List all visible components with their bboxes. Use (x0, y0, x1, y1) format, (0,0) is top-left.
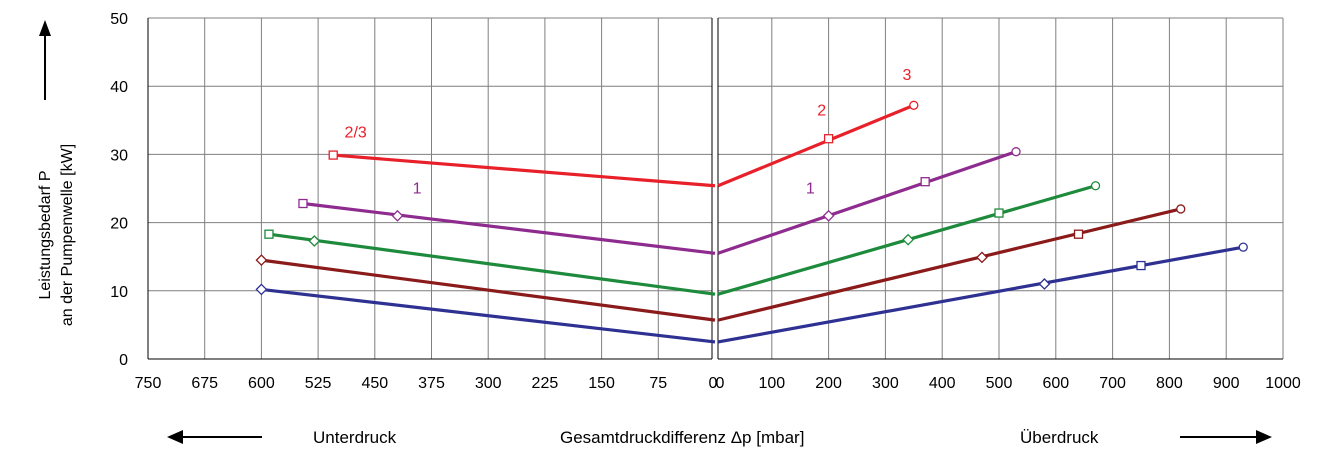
x-tick-label-right: 500 (986, 375, 1013, 392)
series-4-right-square-marker (920, 177, 930, 187)
x-tick-label-left: 750 (135, 375, 162, 392)
x-tick-label-right: 600 (1042, 375, 1069, 392)
series-lines (261, 103, 1244, 344)
y-axis-arrow-head (39, 20, 51, 36)
series-markers (255, 100, 1248, 296)
x-tick-label-left: 300 (475, 375, 502, 392)
series-2-right-diamond-marker (976, 251, 988, 264)
x-tick-label-right-zero: 0 (716, 375, 725, 392)
series-4-right-diamond-marker (822, 209, 835, 222)
annotation-label: 2/3 (345, 124, 367, 141)
left-arrow-head (167, 430, 183, 444)
series-4-right-circle-marker (1011, 147, 1021, 157)
x-tick-label-left: 225 (532, 375, 559, 392)
y-tick-label: 0 (119, 352, 128, 369)
annotation-label: 2 (817, 103, 826, 120)
series-5-left-line (333, 153, 716, 188)
series-5-right-line (717, 103, 915, 188)
series-4-right-line (717, 150, 1017, 255)
series-3-right-square-marker (994, 208, 1004, 218)
series-1-right-line (717, 245, 1244, 344)
x-tick-label-left: 675 (191, 375, 218, 392)
y-axis-label-line2: an der Pumpenwelle [kW] (59, 144, 76, 326)
x-tick-label-right: 700 (1099, 375, 1126, 392)
x-tick-label-right: 300 (872, 375, 899, 392)
series-4-left-diamond-marker (391, 209, 404, 222)
right-caption: Überdruck (1020, 428, 1099, 447)
grid (147, 17, 1284, 360)
y-tick-label: 10 (110, 284, 128, 301)
y-tick-label: 30 (110, 147, 128, 164)
series-5-right-circle-marker (909, 100, 919, 110)
x-tick-label-left: 0 (709, 375, 718, 392)
annotation-label: 1 (806, 180, 815, 197)
annotations: 2/3 1 3 2 1 (345, 67, 912, 197)
x-tick-label-right: 400 (929, 375, 956, 392)
series-1-left-line (261, 287, 716, 344)
y-tick-label: 20 (110, 216, 128, 233)
series-2-right-circle-marker (1176, 204, 1186, 214)
series-1-right-square-marker (1136, 260, 1146, 271)
series-3-left-diamond-marker (308, 235, 321, 247)
series-2-left-line (261, 258, 716, 322)
x-tick-label-left: 525 (305, 375, 332, 392)
x-tick-label-left: 600 (248, 375, 275, 392)
series-1-right-diamond-marker (1038, 278, 1051, 290)
x-tick-label-right: 800 (1156, 375, 1183, 392)
series-3-left-square-marker (264, 229, 274, 239)
left-caption: Unterdruck (313, 428, 397, 447)
x-tick-label-left: 450 (361, 375, 388, 392)
x-tick-label-left: 75 (649, 375, 667, 392)
annotation-label: 3 (902, 67, 911, 84)
series-2-left-diamond-marker (255, 254, 268, 267)
series-4-left-line (302, 201, 716, 255)
series-2-right-square-marker (1073, 229, 1084, 239)
y-tick-label: 50 (110, 11, 128, 28)
series-2-right-line (717, 207, 1182, 322)
y-tick-label: 40 (110, 79, 128, 96)
series-3-right-circle-marker (1090, 181, 1101, 191)
x-tick-label-right: 200 (815, 375, 842, 392)
series-5-left-square-marker (328, 150, 338, 160)
series-1-left-diamond-marker (255, 283, 268, 296)
x-axis-label: Gesamtdruckdifferenz Δp [mbar] (560, 428, 804, 447)
x-tick-label-left: 150 (588, 375, 615, 392)
x-tick-label-left: 375 (418, 375, 445, 392)
series-3-left-line (268, 232, 716, 296)
series-3-right-diamond-marker (902, 233, 915, 246)
y-axis-label-line1: Leistungsbedarf P (37, 171, 54, 300)
annotation-label: 1 (413, 180, 422, 197)
right-arrow-head (1256, 430, 1272, 444)
series-4-left-square-marker (298, 198, 308, 209)
x-tick-label-right: 100 (758, 375, 785, 392)
x-tick-label-right: 900 (1213, 375, 1240, 392)
series-5-right-square-marker (823, 134, 834, 144)
x-tick-label-right: 1000 (1265, 375, 1301, 392)
series-1-right-circle-marker (1238, 242, 1248, 252)
